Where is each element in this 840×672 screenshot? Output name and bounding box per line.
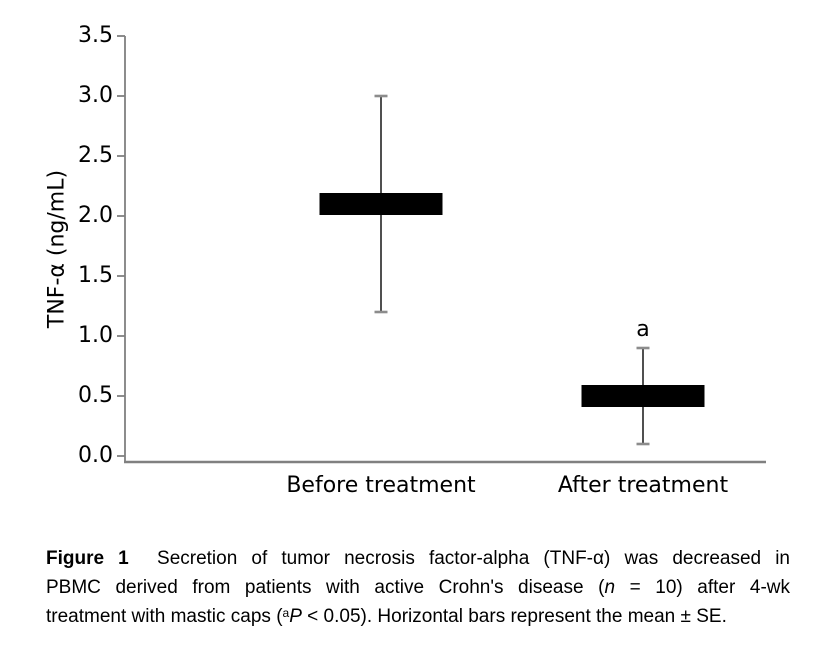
y-tick-label: 3.5 xyxy=(78,23,113,48)
mean-bar xyxy=(581,385,705,407)
y-tick-label: 0.0 xyxy=(78,443,113,468)
caption-line: PBMC derived from patients with active C… xyxy=(46,573,790,602)
x-category-label: Before treatment xyxy=(286,473,476,498)
caption-text: a xyxy=(282,605,290,620)
caption-text: n xyxy=(604,577,616,598)
y-tick-label: 2.5 xyxy=(78,143,113,168)
figure-caption: Figure 1 Secretion of tumor necrosis fac… xyxy=(46,544,790,631)
tnf-alpha-figure-chart: 0.0 0.5 1.0 1.5 2.0 2.5 3.0 3.5 TNF-α (ng/mL) B… xyxy=(44,23,766,498)
y-axis-title: TNF-α (ng/mL) xyxy=(44,169,70,329)
y-tick-label: 3.0 xyxy=(78,83,113,108)
x-category-label: After treatment xyxy=(557,473,729,498)
y-tick-label: 0.5 xyxy=(78,383,113,408)
y-tick-label: 1.5 xyxy=(78,263,113,288)
y-tick-label: 1.0 xyxy=(78,323,113,348)
caption-line: Figure 1 Secretion of tumor necrosis fac… xyxy=(46,544,790,573)
significance-letter: a xyxy=(636,317,650,342)
caption-text: Secretion of tumor necrosis factor-alpha… xyxy=(128,548,791,569)
mean-bar xyxy=(319,193,443,215)
caption-text: P xyxy=(289,606,302,627)
y-tick-label: 2.0 xyxy=(78,203,113,228)
caption-text: PBMC derived from patients with active C… xyxy=(46,577,605,598)
caption-line: treatment with mastic caps (aP < 0.05). … xyxy=(46,602,790,631)
plot-canvas xyxy=(117,35,766,464)
caption-figure-label: Figure 1 xyxy=(46,548,129,569)
caption-text: = 10) after 4-wk xyxy=(615,577,790,598)
caption-text: < 0.05). Horizontal bars represent the m… xyxy=(301,606,727,627)
caption-text: treatment with mastic caps ( xyxy=(46,606,283,627)
